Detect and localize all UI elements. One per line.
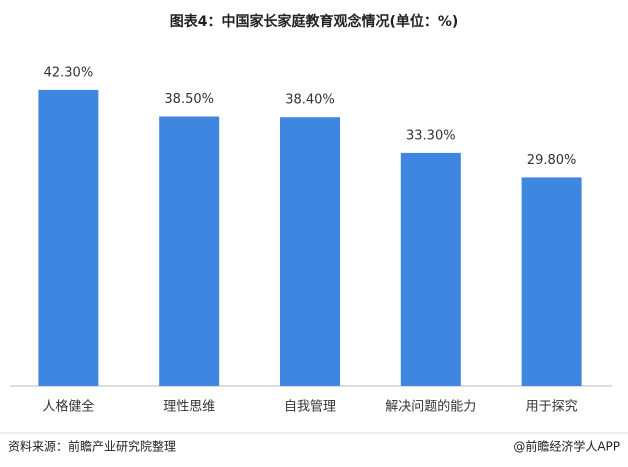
bar	[400, 152, 461, 386]
bar	[521, 177, 582, 386]
x-tick-label: 理性思维	[163, 400, 215, 415]
credit: @前瞻经济学人APP	[513, 439, 620, 454]
x-tick-label: 解决问题的能力	[385, 399, 476, 415]
bar	[38, 89, 99, 387]
bar	[280, 117, 340, 386]
source: 资料来源：前瞻产业研究院整理	[8, 439, 176, 454]
value-label: 33.30%	[406, 128, 456, 143]
chart-title: 图表4：中国家长家庭教育观念情况(单位：%)	[170, 13, 459, 30]
value-label: 29.80%	[527, 153, 577, 168]
x-tick-label: 用于探究	[526, 400, 578, 415]
x-tick-label: 人格健全	[42, 399, 94, 415]
value-label: 38.50%	[164, 92, 214, 107]
bar	[159, 116, 220, 386]
value-label: 42.30%	[44, 65, 94, 80]
value-label: 38.40%	[285, 93, 335, 108]
x-tick-label: 自我管理	[284, 400, 336, 415]
